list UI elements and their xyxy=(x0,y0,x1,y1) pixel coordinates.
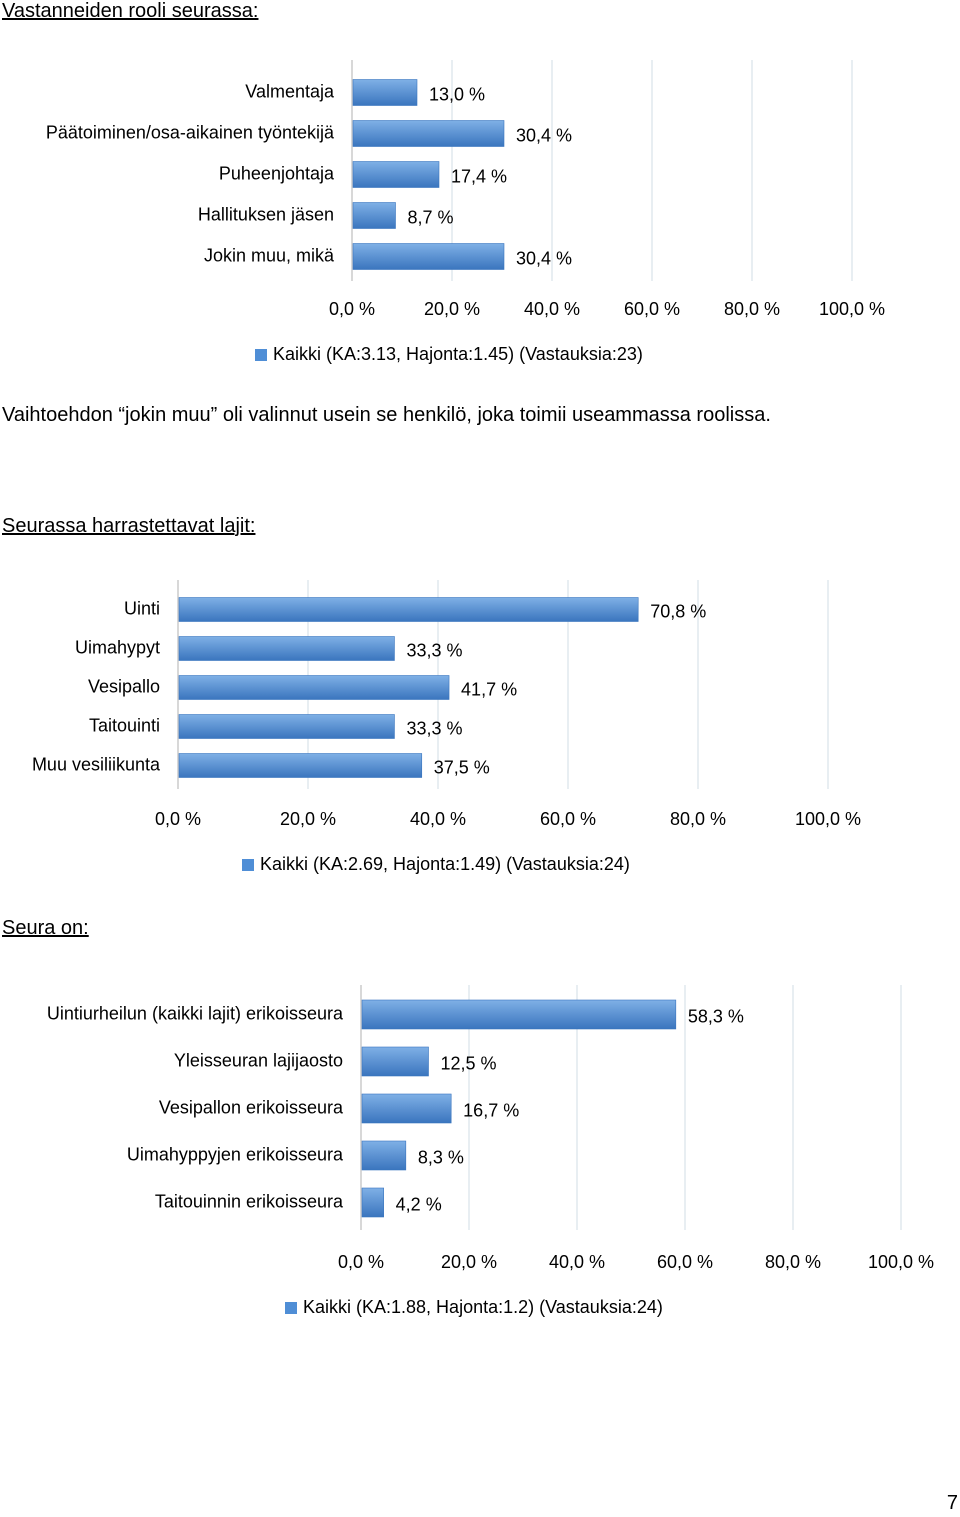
bar xyxy=(352,79,418,106)
data-label: 12,5 % xyxy=(441,1053,497,1073)
data-label: 8,3 % xyxy=(418,1147,464,1167)
legend-label: Kaikki (KA:3.13, Hajonta:1.45) (Vastauks… xyxy=(273,344,643,364)
bar xyxy=(352,161,440,188)
bar xyxy=(178,753,423,778)
club-section-heading: Seura on: xyxy=(2,917,89,939)
role-note: Vaihtoehdon “jokin muu” oli valinnut use… xyxy=(2,404,771,426)
x-tick-label: 40,0 % xyxy=(410,809,466,829)
category-label: Puheenjohtaja xyxy=(219,163,335,183)
bar xyxy=(352,202,396,229)
data-label: 37,5 % xyxy=(434,757,490,777)
bar xyxy=(361,1187,384,1218)
data-label: 13,0 % xyxy=(429,84,485,104)
bar xyxy=(352,243,505,270)
bar xyxy=(178,597,639,622)
data-label: 4,2 % xyxy=(396,1194,442,1214)
category-label: Hallituksen jäsen xyxy=(198,204,334,224)
category-label: Jokin muu, mikä xyxy=(204,245,335,265)
category-label: Päätoiminen/osa-aikainen työntekijä xyxy=(46,122,335,142)
legend-label: Kaikki (KA:1.88, Hajonta:1.2) (Vastauksi… xyxy=(303,1297,663,1317)
category-label: Taitouinti xyxy=(89,715,160,735)
legend-label: Kaikki (KA:2.69, Hajonta:1.49) (Vastauks… xyxy=(260,854,630,874)
x-tick-label: 80,0 % xyxy=(765,1252,821,1272)
club-bar-chart: 0,0 % 20,0 % 40,0 % 60,0 % 80,0 % 100,0 % Uint… xyxy=(47,985,934,1317)
x-tick-label: 40,0 % xyxy=(549,1252,605,1272)
legend-marker xyxy=(285,1302,297,1314)
category-label: Uimahyppyjen erikoisseura xyxy=(127,1144,344,1164)
category-label: Uimahypyt xyxy=(75,637,160,657)
bar xyxy=(178,714,395,739)
role-section-heading: Vastanneiden rooli seurassa: xyxy=(2,0,259,22)
data-label: 17,4 % xyxy=(451,166,507,186)
x-tick-label: 80,0 % xyxy=(724,299,780,319)
page-number: 7 xyxy=(946,1492,958,1514)
x-tick-label: 60,0 % xyxy=(540,809,596,829)
x-tick-label: 0,0 % xyxy=(329,299,375,319)
data-label: 58,3 % xyxy=(688,1006,744,1026)
category-label: Uinti xyxy=(124,598,160,618)
data-label: 70,8 % xyxy=(650,601,706,621)
x-tick-label: 100,0 % xyxy=(868,1252,934,1272)
legend-marker xyxy=(255,349,267,361)
data-label: 8,7 % xyxy=(408,207,454,227)
x-tick-label: 20,0 % xyxy=(280,809,336,829)
x-tick-label: 20,0 % xyxy=(424,299,480,319)
sports-bar-chart: 0,0 % 20,0 % 40,0 % 60,0 % 80,0 % 100,0 % Uint… xyxy=(32,580,861,874)
x-tick-label: 80,0 % xyxy=(670,809,726,829)
data-label: 41,7 % xyxy=(461,679,517,699)
data-label: 16,7 % xyxy=(463,1100,519,1120)
x-tick-label: 100,0 % xyxy=(795,809,861,829)
legend-marker xyxy=(242,859,254,871)
category-label: Uintiurheilun (kaikki lajit) erikoisseur… xyxy=(47,1003,344,1023)
x-tick-label: 60,0 % xyxy=(624,299,680,319)
data-label: 30,4 % xyxy=(516,248,572,268)
bar xyxy=(352,120,505,147)
bar xyxy=(361,1046,429,1077)
x-tick-label: 0,0 % xyxy=(338,1252,384,1272)
category-label: Valmentaja xyxy=(245,81,335,101)
bar xyxy=(361,1093,452,1124)
bar xyxy=(361,999,677,1030)
category-label: Taitouinnin erikoisseura xyxy=(155,1191,344,1211)
sports-section-heading: Seurassa harrastettavat lajit: xyxy=(2,515,256,537)
x-tick-label: 100,0 % xyxy=(819,299,885,319)
data-label: 30,4 % xyxy=(516,125,572,145)
bar xyxy=(178,636,395,661)
category-label: Yleisseuran lajijaosto xyxy=(174,1050,343,1070)
x-tick-label: 60,0 % xyxy=(657,1252,713,1272)
x-tick-label: 20,0 % xyxy=(441,1252,497,1272)
role-bar-chart: 0,0 % 20,0 % 40,0 % 60,0 % 80,0 % 100,0 % Valm… xyxy=(46,60,885,364)
category-label: Vesipallo xyxy=(88,676,160,696)
data-label: 33,3 % xyxy=(406,640,462,660)
bar xyxy=(178,675,450,700)
x-tick-label: 0,0 % xyxy=(155,809,201,829)
data-label: 33,3 % xyxy=(406,718,462,738)
x-tick-label: 40,0 % xyxy=(524,299,580,319)
category-label: Vesipallon erikoisseura xyxy=(159,1097,344,1117)
category-label: Muu vesiliikunta xyxy=(32,754,161,774)
bar xyxy=(361,1140,407,1171)
